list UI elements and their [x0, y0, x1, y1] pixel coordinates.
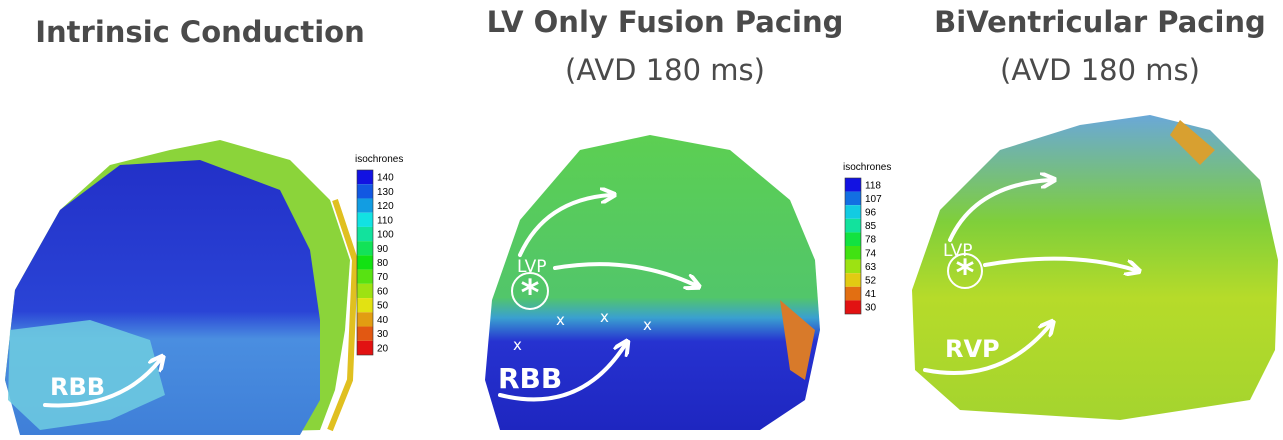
legend: isochrones 140 130 120 110 100 90 80 70 60 50 40 30 2…: [355, 154, 403, 355]
legend-label: 110: [377, 215, 393, 226]
legend-swatch: [357, 284, 373, 298]
legend-swatch: [845, 300, 861, 314]
panel-lv-fusion: LV Only Fusion Pacing (AVD 180 ms) * LVP…: [485, 5, 891, 430]
legend-swatch: [357, 312, 373, 326]
legend-label: 52: [865, 276, 877, 287]
legend-label: 90: [377, 244, 389, 255]
legend-label: 140: [377, 173, 394, 184]
legend-swatch: [845, 219, 861, 233]
legend-label: 60: [377, 286, 389, 297]
panel-intrinsic: Intrinsic Conduction RBB isochrones 140 13…: [5, 15, 403, 435]
legend-swatch: [845, 287, 861, 301]
legend-label: 85: [865, 221, 877, 232]
legend-swatch: [357, 213, 373, 227]
site-marker: *: [521, 273, 540, 314]
annotation: RBB: [498, 362, 562, 395]
legend-label: 130: [377, 187, 394, 198]
legend-label: 80: [377, 258, 389, 269]
legend-label: 41: [865, 289, 877, 300]
block-mark: x: [556, 311, 565, 329]
legend-swatch: [357, 227, 373, 241]
legend-label: 74: [865, 248, 877, 259]
block-mark: x: [600, 308, 609, 326]
legend-label: 20: [377, 343, 389, 354]
legend: isochrones 118 107 96 85 78 74 63 52 41 30: [843, 162, 891, 314]
legend-swatch: [357, 241, 373, 255]
legend-label: 96: [865, 208, 877, 219]
annotation: RVP: [945, 335, 1000, 363]
legend-swatch: [845, 232, 861, 246]
annotation: RBB: [50, 373, 105, 401]
legend-swatch: [357, 170, 373, 184]
annotation: LVP: [943, 241, 972, 261]
legend-label: 120: [377, 201, 394, 212]
legend-swatch: [845, 178, 861, 192]
legend-swatch: [357, 198, 373, 212]
legend-swatch: [357, 327, 373, 341]
legend-swatch: [845, 192, 861, 206]
legend-swatch: [845, 273, 861, 287]
legend-swatch: [845, 246, 861, 260]
legend-label: 118: [865, 180, 881, 191]
legend-title: isochrones: [355, 154, 403, 165]
legend-label: 78: [865, 235, 877, 246]
legend-label: 63: [865, 262, 877, 273]
legend-label: 107: [865, 194, 882, 205]
panel-title: Intrinsic Conduction: [35, 15, 365, 49]
legend-label: 40: [377, 315, 389, 326]
legend-label: 50: [377, 301, 389, 312]
block-mark: x: [513, 336, 522, 354]
panel-title: LV Only Fusion Pacing: [487, 5, 844, 39]
panel-subtitle: (AVD 180 ms): [1000, 53, 1200, 87]
figure: Intrinsic Conduction RBB isochrones 140 13…: [0, 0, 1283, 440]
legend-label: 100: [377, 230, 394, 241]
legend-swatch: [357, 270, 373, 284]
annotation: LVP: [517, 257, 546, 277]
panel-subtitle: (AVD 180 ms): [565, 53, 765, 87]
legend-swatch: [845, 205, 861, 219]
legend-label: 70: [377, 272, 389, 283]
panel-biventricular: BiVentricular Pacing (AVD 180 ms) * LVP …: [912, 5, 1278, 420]
legend-swatch: [357, 255, 373, 269]
legend-title: isochrones: [843, 162, 891, 173]
legend-label: 30: [377, 329, 389, 340]
panel-title: BiVentricular Pacing: [934, 5, 1266, 39]
legend-swatch: [357, 341, 373, 355]
block-mark: x: [643, 316, 652, 334]
legend-label: 30: [865, 303, 877, 314]
legend-swatch: [357, 184, 373, 198]
legend-swatch: [357, 298, 373, 312]
legend-swatch: [845, 260, 861, 274]
